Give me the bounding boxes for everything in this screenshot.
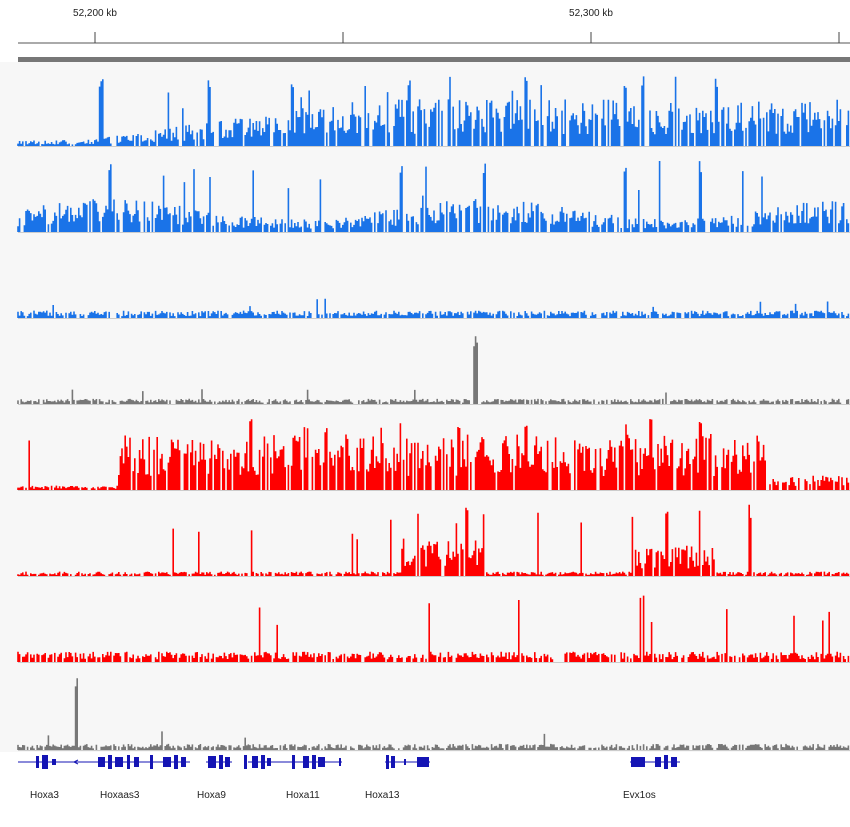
gene-models: [18, 755, 680, 769]
gene-model-hoxa13: [385, 755, 430, 769]
signal-bars: [17, 161, 850, 232]
coverage-track-8[interactable]: [0, 664, 850, 752]
data-tracks: [0, 62, 850, 752]
signal-bars: [17, 76, 850, 146]
coverage-track-7[interactable]: [0, 578, 850, 664]
coverage-track-6[interactable]: [0, 492, 850, 578]
gene-label-evx1os[interactable]: Evx1os: [623, 790, 656, 801]
ruler-axis: [18, 32, 850, 44]
gene-model-hoxa3: [18, 755, 92, 769]
signal-bars: [17, 298, 850, 318]
coverage-track-2[interactable]: [0, 148, 850, 234]
signal-bars: [17, 678, 850, 750]
gene-label-hoxaas3[interactable]: Hoxaas3: [100, 790, 140, 801]
genomic-ruler[interactable]: 52,200 kb 52,300 kb: [0, 0, 850, 58]
refseq-gene-track[interactable]: Hoxa3 Hoxaas3 Hoxa9 Hoxa11 Hoxa13 Evx1os: [0, 752, 850, 827]
gene-label-hoxa3[interactable]: Hoxa3: [30, 790, 59, 801]
gene-label-hoxa13[interactable]: Hoxa13: [365, 790, 400, 801]
signal-bars: [17, 336, 850, 404]
gene-model-hoxa9: [206, 755, 247, 769]
signal-bars: [17, 504, 850, 576]
coverage-track-5[interactable]: [0, 406, 850, 492]
coverage-track-1[interactable]: [0, 62, 850, 148]
gene-model-evx1os: [630, 755, 680, 769]
signal-bars: [17, 595, 850, 662]
coverage-track-4[interactable]: [0, 320, 850, 406]
gene-label-hoxa9[interactable]: Hoxa9: [197, 790, 226, 801]
signal-bars: [17, 419, 850, 490]
ruler-label-52300: 52,300 kb: [569, 8, 613, 19]
ruler-label-52200: 52,200 kb: [73, 8, 117, 19]
coverage-track-3[interactable]: [0, 234, 850, 320]
gene-label-hoxa11[interactable]: Hoxa11: [286, 790, 320, 801]
selected-region-bar: [18, 57, 850, 62]
gene-model-hoxa11: [248, 755, 342, 769]
gene-model-hoxaas3: [92, 755, 190, 769]
